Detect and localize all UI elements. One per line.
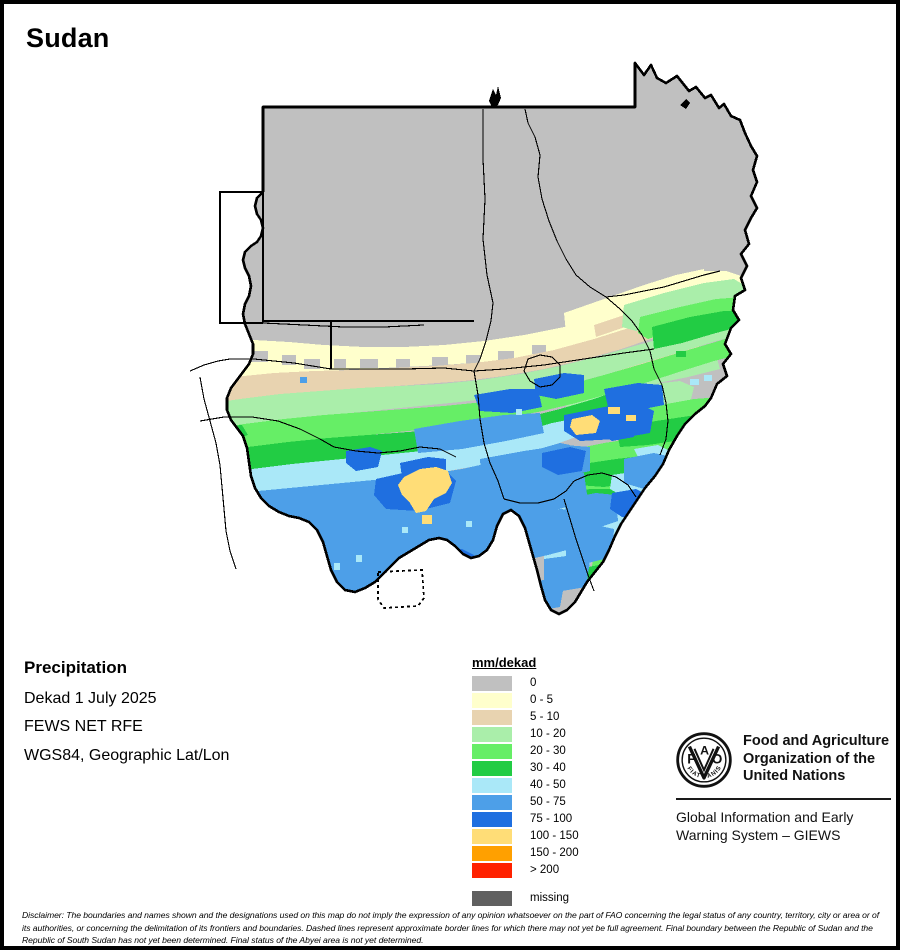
precipitation-map-svg[interactable] [4,59,896,649]
map-info-block: Precipitation Dekad 1 July 2025 FEWS NET… [24,658,354,775]
legend-swatch [472,795,512,810]
legend-label: 50 - 75 [530,795,566,808]
legend-swatch [472,778,512,793]
legend-row: 30 - 40 [472,760,662,777]
legend-label: 10 - 20 [530,727,566,740]
legend-swatch [472,846,512,861]
legend-title: mm/dekad [472,655,537,670]
legend-row: 5 - 10 [472,709,662,726]
legend-row: 10 - 20 [472,726,662,743]
legend-swatch [472,863,512,878]
raster-class-100-150 [398,407,636,524]
fao-organization-name: Food and Agriculture Organization of the… [743,732,889,786]
legend-label: 150 - 200 [530,846,579,859]
giews-line-1: Global Information and Early [676,809,854,825]
legend-swatch-missing [472,891,512,906]
fao-org-line-3: United Nations [743,768,846,785]
legend-swatch [472,676,512,691]
page-title: Sudan [26,23,110,53]
legend: mm/dekad 0 0 - 5 5 - 10 10 - 20 20 - 30 30 - … [472,655,662,907]
map-canvas[interactable] [4,59,896,649]
legend-row: > 200 [472,862,662,879]
legend-spacer [472,879,662,890]
svg-text:A: A [700,743,709,757]
info-heading: Precipitation [24,658,127,677]
info-projection: WGS84, Geographic Lat/Lon [24,746,230,764]
legend-swatch [472,761,512,776]
legend-label: 0 [530,676,537,689]
legend-swatch [472,829,512,844]
legend-row: 75 - 100 [472,811,662,828]
legend-label: 75 - 100 [530,812,573,825]
giews-label: Global Information and Early Warning Sys… [676,809,891,844]
legend-swatch [472,693,512,708]
legend-label: 5 - 10 [530,710,560,723]
abyei-area-outline [377,569,425,609]
fao-org-line-2: Organization of the [743,750,876,767]
approximate-border-lines [344,565,425,609]
legend-row: 100 - 150 [472,828,662,845]
legend-label: 20 - 30 [530,744,566,757]
legend-label: > 200 [530,863,560,876]
info-dekad: Dekad 1 July 2025 [24,689,157,707]
legend-row: 50 - 75 [472,794,662,811]
legend-rows: 0 0 - 5 5 - 10 10 - 20 20 - 30 30 - 40 40 - 50… [472,675,662,879]
legend-row-missing: missing [472,890,662,907]
fao-top-row: F A O FIAT PANIS Food and Agriculture Or… [676,732,891,788]
fao-divider [676,798,891,800]
disclaimer-text: Disclaimer: The boundaries and names sho… [22,910,880,946]
giews-line-2: Warning System – GIEWS [676,826,841,843]
legend-row: 40 - 50 [472,777,662,794]
legend-swatch [472,744,512,759]
legend-row: 150 - 200 [472,845,662,862]
legend-label: 30 - 40 [530,761,566,774]
svg-text:F: F [687,751,695,766]
country-outline [225,61,759,616]
fao-org-line-1: Food and Agriculture [743,733,890,749]
legend-label: 0 - 5 [530,693,554,706]
legend-row: 20 - 30 [472,743,662,760]
legend-label: 40 - 50 [530,778,566,791]
legend-row: 0 - 5 [472,692,662,709]
legend-label: 100 - 150 [530,829,579,842]
legend-row: 0 [472,675,662,692]
svg-text:O: O [712,751,722,766]
northern-state-boxes [219,107,474,369]
legend-swatch [472,727,512,742]
legend-swatch [472,710,512,725]
fao-logo-icon: F A O FIAT PANIS [676,732,732,788]
info-source: FEWS NET RFE [24,718,143,736]
fao-branding: F A O FIAT PANIS Food and Agriculture Or… [676,732,891,844]
legend-label-missing: missing [530,891,569,904]
legend-swatch [472,812,512,827]
precipitation-raster [227,63,757,614]
